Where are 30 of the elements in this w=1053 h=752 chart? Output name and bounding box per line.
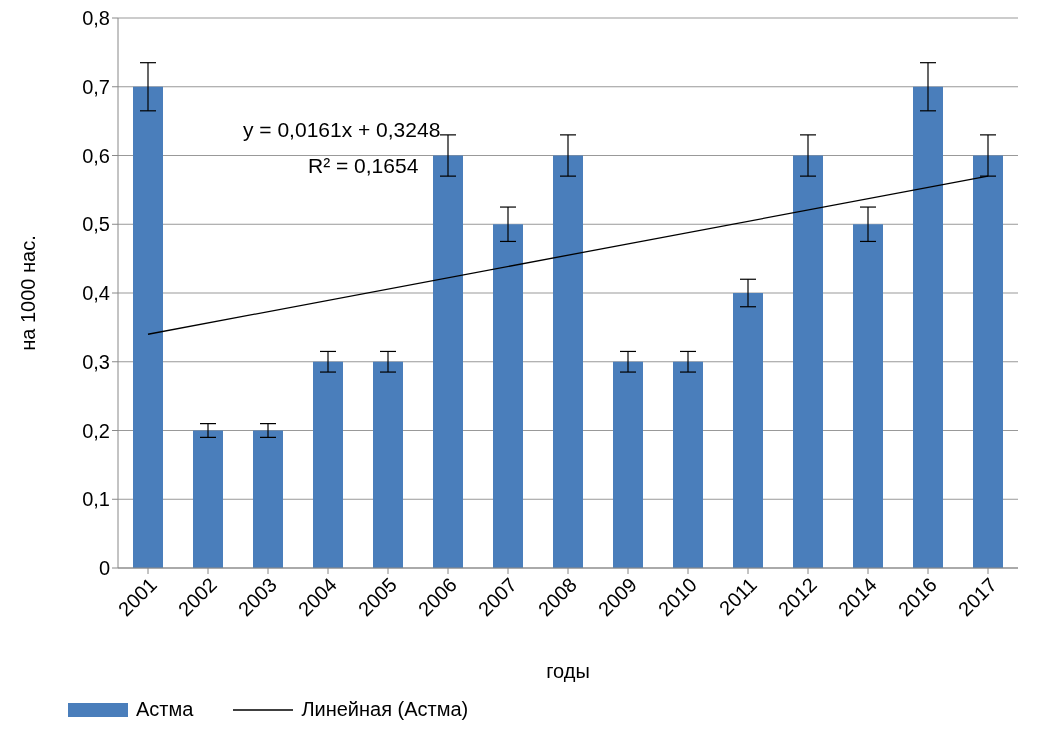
legend-label: Линейная (Астма) — [301, 698, 469, 721]
annotation: y = 0,0161x + 0,3248 — [243, 118, 441, 142]
y-tick-label: 0 — [98, 557, 110, 580]
y-tick-label: 0,4 — [82, 282, 110, 305]
y-tick-label: 0,8 — [82, 7, 110, 30]
y-tick-label: 0,6 — [82, 144, 110, 167]
bar — [133, 86, 163, 568]
bar — [493, 224, 523, 568]
y-tick-label: 0,5 — [82, 213, 110, 236]
bar — [973, 155, 1003, 568]
legend-label: Астма — [136, 698, 194, 721]
bar — [253, 430, 283, 568]
x-axis-title: годы — [546, 660, 590, 682]
y-tick-label: 0,3 — [82, 350, 110, 373]
y-tick-label: 0,2 — [82, 419, 110, 442]
bar — [793, 155, 823, 568]
bar — [433, 155, 463, 568]
bar — [193, 430, 223, 568]
y-tick-label: 0,7 — [82, 75, 110, 98]
y-axis-title: на 1000 нас. — [17, 235, 40, 351]
bar — [853, 224, 883, 568]
bar — [913, 86, 943, 568]
y-tick-label: 0,1 — [82, 488, 110, 511]
bar — [373, 361, 403, 568]
bar — [733, 293, 763, 568]
bar — [313, 361, 343, 568]
bar — [553, 155, 583, 568]
bar — [613, 361, 643, 568]
annotation: R² = 0,1654 — [308, 154, 419, 178]
bar — [673, 361, 703, 568]
